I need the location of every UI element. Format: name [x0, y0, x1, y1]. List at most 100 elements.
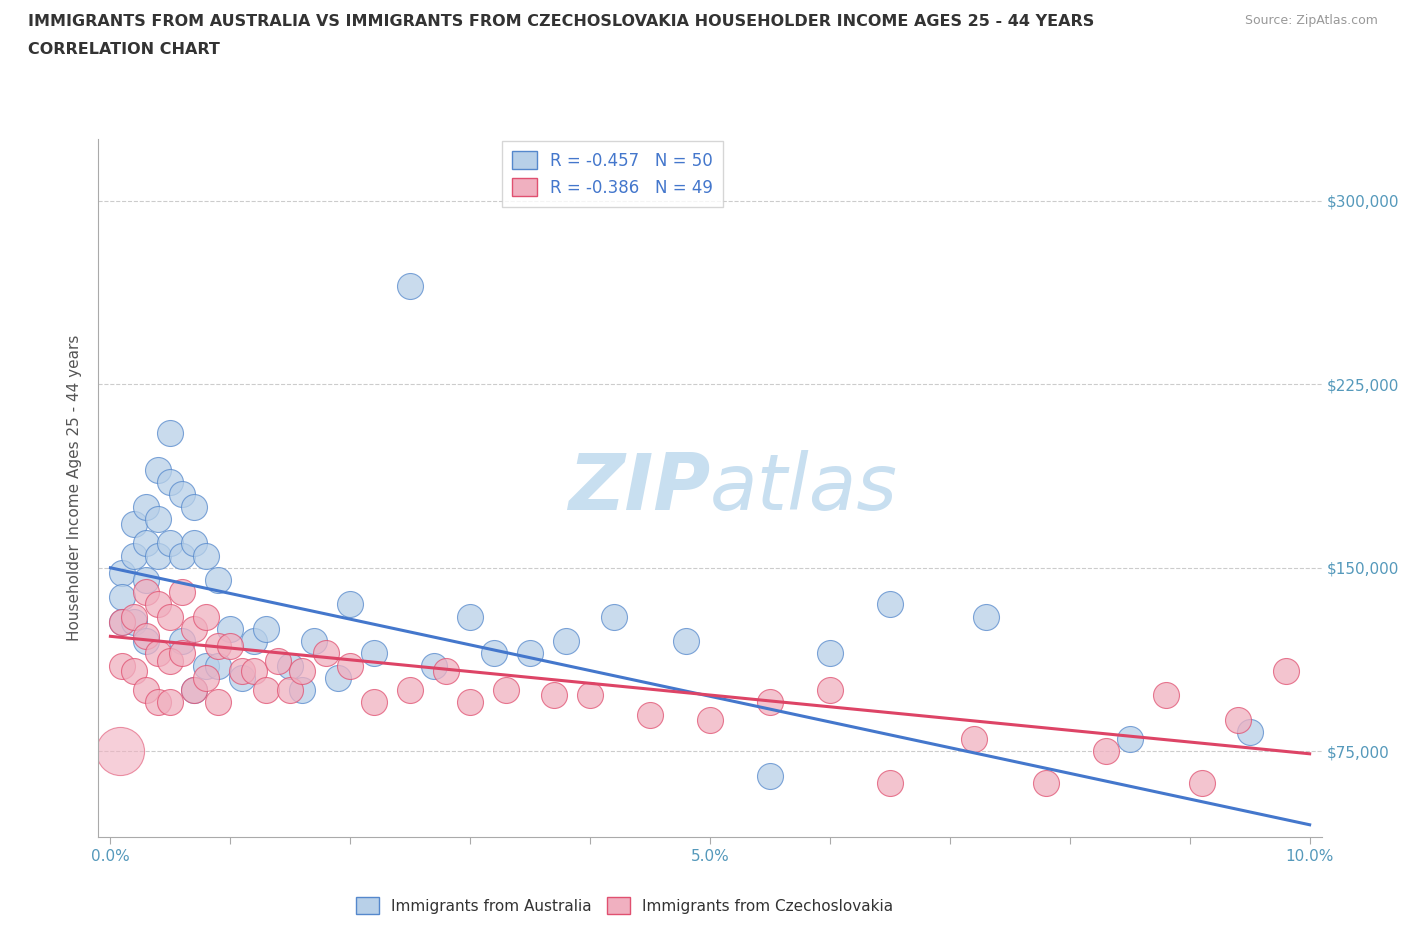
Point [519, 646, 541, 661]
Point [879, 597, 901, 612]
Point [231, 663, 253, 678]
Point [159, 536, 181, 551]
Point [159, 426, 181, 441]
Point [172, 633, 194, 648]
Point [148, 462, 170, 477]
Point [495, 683, 517, 698]
Text: ZIP: ZIP [568, 450, 710, 526]
Point [207, 639, 229, 654]
Y-axis label: Householder Income Ages 25 - 44 years: Householder Income Ages 25 - 44 years [67, 335, 83, 642]
Point [111, 590, 134, 604]
Point [458, 695, 481, 710]
Point [111, 614, 134, 629]
Point [172, 548, 194, 563]
Point [974, 609, 997, 624]
Point [339, 658, 361, 673]
Point [363, 695, 385, 710]
Point [111, 658, 134, 673]
Point [579, 687, 602, 702]
Point [124, 548, 146, 563]
Point [363, 646, 385, 661]
Point [183, 536, 205, 551]
Point [207, 695, 229, 710]
Point [818, 683, 841, 698]
Point [108, 744, 131, 759]
Point [339, 597, 361, 612]
Point [278, 658, 301, 673]
Point [195, 548, 218, 563]
Point [291, 683, 314, 698]
Point [1035, 776, 1057, 790]
Point [291, 663, 314, 678]
Point [135, 499, 157, 514]
Point [555, 633, 578, 648]
Text: IMMIGRANTS FROM AUSTRALIA VS IMMIGRANTS FROM CZECHOSLOVAKIA HOUSEHOLDER INCOME A: IMMIGRANTS FROM AUSTRALIA VS IMMIGRANTS … [28, 14, 1094, 29]
Point [195, 671, 218, 685]
Point [399, 279, 422, 294]
Point [963, 732, 986, 747]
Point [183, 683, 205, 698]
Point [172, 646, 194, 661]
Point [1226, 712, 1249, 727]
Point [183, 683, 205, 698]
Text: CORRELATION CHART: CORRELATION CHART [28, 42, 219, 57]
Point [111, 565, 134, 580]
Point [135, 573, 157, 588]
Legend: Immigrants from Australia, Immigrants from Czechoslovakia: Immigrants from Australia, Immigrants fr… [350, 891, 900, 920]
Point [1239, 724, 1261, 739]
Point [124, 614, 146, 629]
Point [148, 548, 170, 563]
Point [135, 536, 157, 551]
Point [135, 585, 157, 600]
Point [759, 768, 782, 783]
Point [148, 597, 170, 612]
Point [399, 683, 422, 698]
Point [219, 621, 242, 636]
Text: atlas: atlas [710, 450, 898, 526]
Point [207, 573, 229, 588]
Point [135, 629, 157, 644]
Point [254, 683, 277, 698]
Point [124, 609, 146, 624]
Point [183, 499, 205, 514]
Point [207, 658, 229, 673]
Point [304, 633, 326, 648]
Point [818, 646, 841, 661]
Text: Source: ZipAtlas.com: Source: ZipAtlas.com [1244, 14, 1378, 27]
Point [328, 671, 350, 685]
Point [699, 712, 721, 727]
Point [675, 633, 697, 648]
Point [219, 639, 242, 654]
Point [434, 663, 457, 678]
Point [243, 633, 266, 648]
Point [135, 633, 157, 648]
Point [159, 609, 181, 624]
Point [482, 646, 505, 661]
Point [315, 646, 337, 661]
Point [243, 663, 266, 678]
Point [195, 658, 218, 673]
Point [759, 695, 782, 710]
Point [172, 585, 194, 600]
Point [148, 512, 170, 526]
Point [159, 654, 181, 669]
Point [172, 487, 194, 502]
Point [603, 609, 626, 624]
Point [278, 683, 301, 698]
Point [1154, 687, 1177, 702]
Point [124, 516, 146, 531]
Point [183, 621, 205, 636]
Point [135, 683, 157, 698]
Point [638, 707, 661, 722]
Point [254, 621, 277, 636]
Point [879, 776, 901, 790]
Point [1119, 732, 1142, 747]
Point [195, 609, 218, 624]
Point [148, 646, 170, 661]
Point [543, 687, 565, 702]
Point [159, 474, 181, 489]
Point [148, 695, 170, 710]
Point [231, 671, 253, 685]
Point [111, 614, 134, 629]
Point [423, 658, 446, 673]
